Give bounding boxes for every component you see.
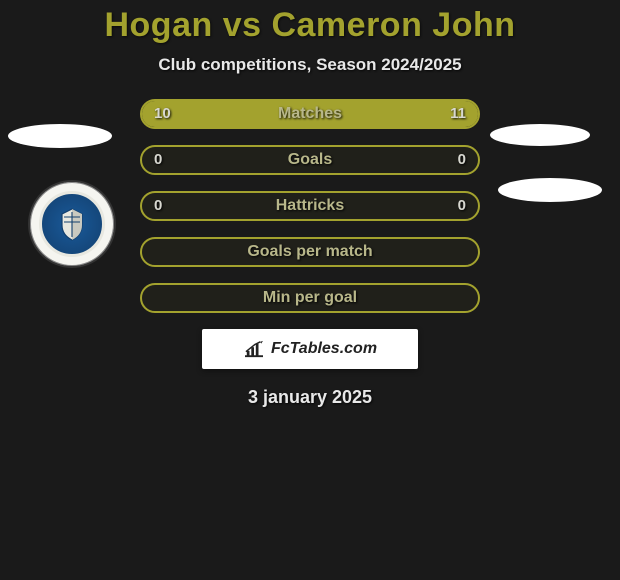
player-right-placeholder-2 — [498, 178, 602, 202]
subtitle: Club competitions, Season 2024/2025 — [0, 55, 620, 75]
stat-label: Hattricks — [142, 193, 478, 219]
player-left-placeholder — [8, 124, 112, 148]
club-logo — [28, 180, 116, 268]
page-title: Hogan vs Cameron John — [0, 0, 620, 45]
player-right-placeholder-1 — [490, 124, 590, 146]
branding-text: FcTables.com — [271, 340, 377, 358]
stat-label: Goals — [142, 147, 478, 173]
stat-label: Min per goal — [142, 285, 478, 311]
shield-icon — [51, 203, 93, 245]
comparison-card: Hogan vs Cameron John Club competitions,… — [0, 0, 620, 580]
branding-badge: FcTables.com — [202, 329, 418, 369]
stat-row: 00Goals — [140, 145, 480, 175]
club-logo-inner — [39, 191, 105, 257]
date-label: 3 january 2025 — [0, 387, 620, 408]
stat-row: Min per goal — [140, 283, 480, 313]
stat-label: Goals per match — [142, 239, 478, 265]
stat-label: Matches — [142, 101, 478, 127]
bar-chart-icon — [243, 340, 265, 358]
stat-row: Goals per match — [140, 237, 480, 267]
stat-row: 00Hattricks — [140, 191, 480, 221]
stat-row: 1011Matches — [140, 99, 480, 129]
